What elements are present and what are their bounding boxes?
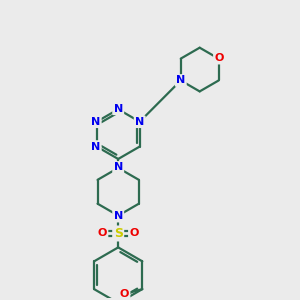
Text: N: N xyxy=(135,117,144,127)
Text: O: O xyxy=(120,289,129,299)
Text: O: O xyxy=(129,229,139,238)
Text: S: S xyxy=(114,227,123,240)
Text: N: N xyxy=(91,117,100,127)
Text: O: O xyxy=(214,53,224,63)
Text: N: N xyxy=(91,142,100,152)
Text: O: O xyxy=(98,229,107,238)
Text: N: N xyxy=(114,104,123,114)
Text: N: N xyxy=(114,162,123,172)
Text: N: N xyxy=(176,76,185,85)
Text: N: N xyxy=(114,211,123,221)
